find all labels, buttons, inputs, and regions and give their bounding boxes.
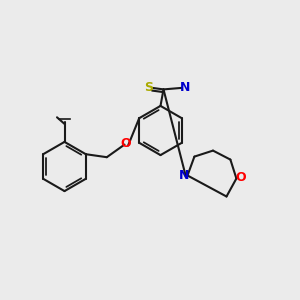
- Text: S: S: [144, 81, 153, 94]
- Text: O: O: [236, 171, 246, 184]
- Text: N: N: [179, 169, 189, 182]
- Text: O: O: [120, 137, 131, 150]
- Text: N: N: [180, 81, 190, 94]
